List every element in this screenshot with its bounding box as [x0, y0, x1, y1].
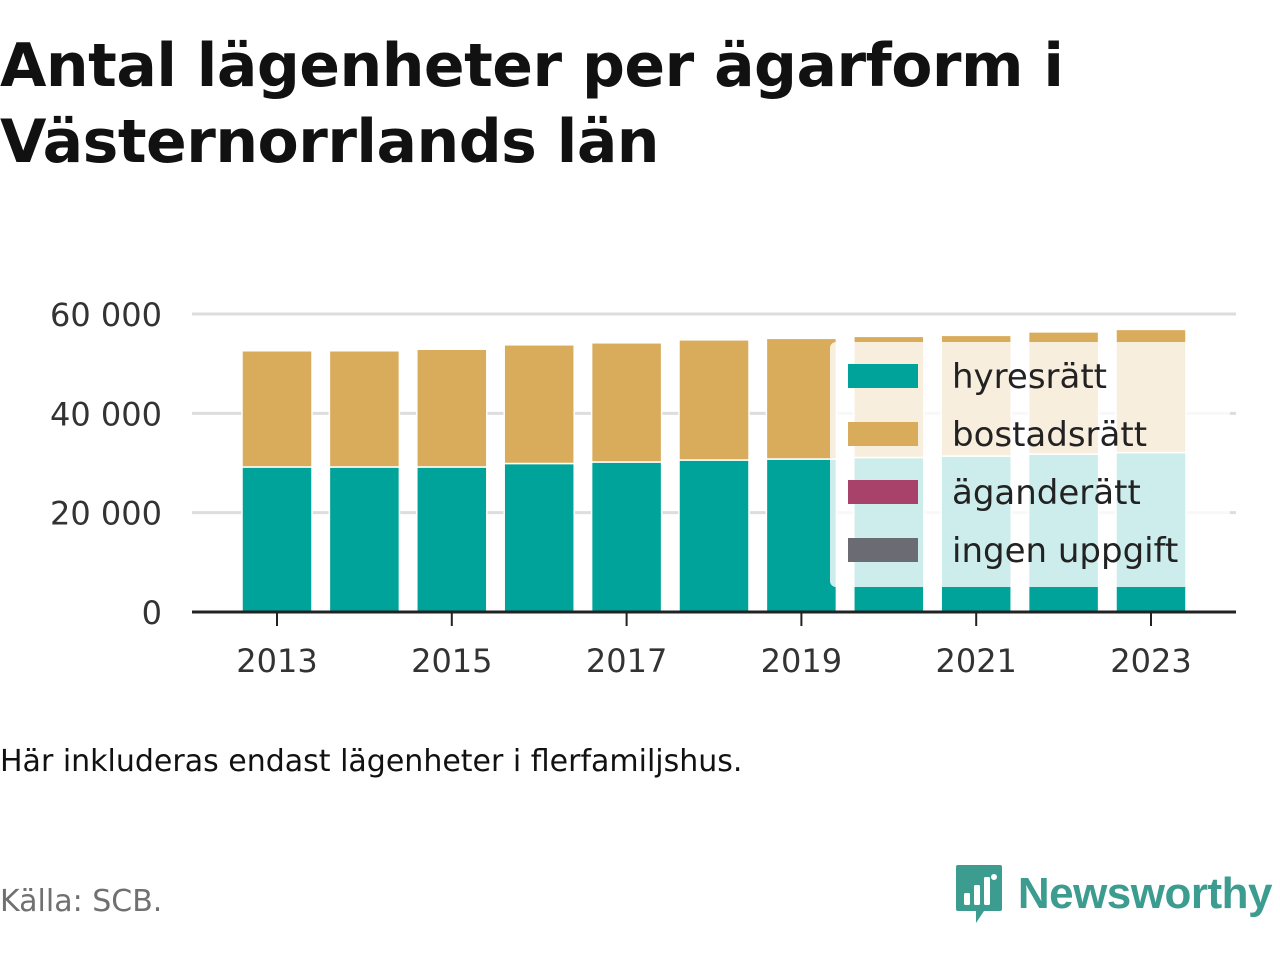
bar-segment: [765, 458, 838, 613]
bar-segment: [590, 342, 663, 463]
bar-chart-bubble-icon: [955, 865, 1002, 923]
legend-background: [830, 342, 1230, 587]
x-tick-label: 2013: [236, 642, 317, 680]
legend: hyresrätt bostadsrätt äganderätt ingen uppg…: [830, 342, 1230, 587]
bar-segment: [241, 466, 313, 613]
bar-segment: [765, 337, 838, 460]
chart-title: Antal lägenheter per ägarform i Västerno…: [0, 28, 1270, 180]
bar-segment: [678, 339, 750, 461]
bar-segment: [416, 466, 488, 613]
y-tick-label: 40 000: [50, 395, 162, 433]
legend-label: ingen uppgift: [952, 531, 1178, 571]
legend-swatch: [848, 538, 918, 562]
x-tick-label: 2019: [761, 642, 842, 680]
bar-segment: [678, 459, 750, 613]
bar-segment: [241, 350, 313, 468]
legend-swatch: [848, 422, 918, 446]
bar-segment: [416, 348, 488, 468]
bar-segment: [328, 350, 401, 468]
legend-label: bostadsrätt: [952, 415, 1147, 455]
x-axis-ticks: 2013 2015 2017 2019 2021 2023: [236, 612, 1192, 680]
chart-note: Här inkluderas endast lägenheter i flerf…: [0, 744, 743, 779]
bar-segment: [503, 462, 575, 613]
chart-title-line-2: Västernorrlands län: [0, 107, 660, 177]
y-tick-label: 0: [142, 594, 162, 632]
x-tick-label: 2015: [411, 642, 492, 680]
legend-swatch: [848, 480, 918, 504]
legend-label: hyresrätt: [952, 357, 1107, 397]
brand-logo: Newsworthy: [954, 862, 1273, 926]
chart-title-line-1: Antal lägenheter per ägarform i: [0, 31, 1064, 101]
legend-label: äganderätt: [952, 473, 1141, 513]
bar-segment: [328, 466, 401, 613]
source-label: Källa: SCB.: [0, 884, 163, 919]
bar-segment: [503, 344, 575, 465]
y-axis-tick-labels: 0 20 000 40 000 60 000: [50, 296, 162, 632]
y-tick-label: 60 000: [50, 296, 162, 334]
legend-swatch: [848, 364, 918, 388]
x-tick-label: 2021: [935, 642, 1016, 680]
x-tick-label: 2017: [586, 642, 667, 680]
brand-name: Newsworthy: [1017, 869, 1273, 918]
x-tick-label: 2023: [1110, 642, 1191, 680]
bar-segment: [590, 461, 663, 613]
stacked-bar-chart: 0 20 000 40 000 60 000 2013 2015 2017 2019 2021…: [50, 296, 1236, 680]
y-tick-label: 20 000: [50, 495, 162, 533]
